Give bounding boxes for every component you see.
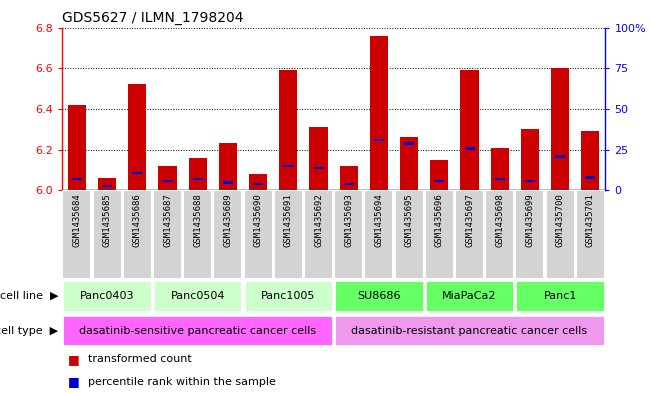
Bar	[132, 171, 143, 174]
Text: percentile rank within the sample: percentile rank within the sample	[88, 377, 276, 387]
Bar	[551, 68, 569, 190]
Bar	[253, 183, 263, 185]
Text: GDS5627 / ILMN_1798204: GDS5627 / ILMN_1798204	[62, 11, 243, 25]
FancyBboxPatch shape	[274, 190, 303, 279]
FancyBboxPatch shape	[516, 190, 544, 279]
Bar	[340, 166, 358, 190]
Bar	[460, 70, 478, 190]
FancyBboxPatch shape	[62, 315, 333, 346]
Text: dasatinib-resistant pancreatic cancer cells: dasatinib-resistant pancreatic cancer ce…	[352, 325, 588, 336]
FancyBboxPatch shape	[546, 190, 575, 279]
Bar	[98, 178, 116, 190]
Bar	[158, 166, 176, 190]
FancyBboxPatch shape	[334, 190, 363, 279]
Text: GSM1435694: GSM1435694	[374, 194, 383, 248]
Text: transformed count: transformed count	[88, 354, 191, 364]
Bar	[189, 158, 207, 190]
Bar	[404, 142, 414, 145]
Bar	[193, 178, 202, 180]
Bar	[163, 180, 173, 182]
FancyBboxPatch shape	[576, 190, 605, 279]
Bar	[555, 155, 565, 158]
Bar	[400, 137, 418, 190]
Text: GSM1435697: GSM1435697	[465, 194, 474, 248]
Bar	[314, 167, 324, 169]
Text: SU8686: SU8686	[357, 291, 400, 301]
Text: MiaPaCa2: MiaPaCa2	[442, 291, 497, 301]
Bar	[521, 129, 539, 190]
Text: GSM1435692: GSM1435692	[314, 194, 323, 248]
Bar	[430, 160, 449, 190]
Bar	[344, 183, 353, 185]
Bar	[585, 176, 595, 179]
FancyBboxPatch shape	[214, 190, 242, 279]
Text: GSM1435699: GSM1435699	[525, 194, 534, 248]
Bar	[72, 178, 82, 180]
FancyBboxPatch shape	[516, 280, 605, 312]
Bar	[283, 165, 294, 167]
FancyBboxPatch shape	[334, 315, 605, 346]
FancyBboxPatch shape	[425, 280, 514, 312]
Text: GSM1435691: GSM1435691	[284, 194, 293, 248]
Text: GSM1435695: GSM1435695	[405, 194, 413, 248]
Text: GSM1435696: GSM1435696	[435, 194, 444, 248]
FancyBboxPatch shape	[153, 280, 242, 312]
Text: GSM1435690: GSM1435690	[254, 194, 262, 248]
Text: Panc1005: Panc1005	[261, 291, 316, 301]
Bar	[223, 181, 233, 184]
Text: ■: ■	[68, 375, 80, 388]
Text: GSM1435693: GSM1435693	[344, 194, 353, 248]
FancyBboxPatch shape	[395, 190, 424, 279]
Text: GSM1435686: GSM1435686	[133, 194, 142, 248]
Text: GSM1435701: GSM1435701	[586, 194, 595, 248]
FancyBboxPatch shape	[485, 190, 514, 279]
Text: GSM1435698: GSM1435698	[495, 194, 505, 248]
Bar	[495, 178, 505, 180]
Bar	[102, 185, 112, 187]
Text: GSM1435688: GSM1435688	[193, 194, 202, 248]
FancyBboxPatch shape	[243, 280, 333, 312]
FancyBboxPatch shape	[92, 190, 122, 279]
Bar	[128, 84, 146, 190]
FancyBboxPatch shape	[425, 190, 454, 279]
FancyBboxPatch shape	[365, 190, 393, 279]
Text: GSM1435685: GSM1435685	[103, 194, 111, 248]
Text: Panc1: Panc1	[544, 291, 577, 301]
Text: cell line  ▶: cell line ▶	[0, 291, 59, 301]
FancyBboxPatch shape	[243, 190, 273, 279]
FancyBboxPatch shape	[304, 190, 333, 279]
Bar	[309, 127, 327, 190]
Text: GSM1435689: GSM1435689	[223, 194, 232, 248]
Bar	[491, 147, 509, 190]
FancyBboxPatch shape	[123, 190, 152, 279]
Text: cell type  ▶: cell type ▶	[0, 325, 59, 336]
FancyBboxPatch shape	[153, 190, 182, 279]
Bar	[279, 70, 298, 190]
Bar	[219, 143, 237, 190]
FancyBboxPatch shape	[183, 190, 212, 279]
Text: GSM1435700: GSM1435700	[556, 194, 564, 248]
Bar	[434, 180, 445, 182]
Text: ■: ■	[68, 353, 80, 365]
Text: dasatinib-sensitive pancreatic cancer cells: dasatinib-sensitive pancreatic cancer ce…	[79, 325, 316, 336]
FancyBboxPatch shape	[334, 280, 424, 312]
Text: Panc0504: Panc0504	[171, 291, 225, 301]
Bar	[374, 139, 384, 141]
Text: Panc0403: Panc0403	[80, 291, 134, 301]
Bar	[525, 180, 535, 182]
Bar	[249, 174, 267, 190]
Bar	[68, 105, 86, 190]
Bar	[370, 36, 388, 190]
FancyBboxPatch shape	[455, 190, 484, 279]
Bar	[465, 147, 475, 150]
FancyBboxPatch shape	[62, 280, 152, 312]
Text: GSM1435684: GSM1435684	[72, 194, 81, 248]
Text: GSM1435687: GSM1435687	[163, 194, 172, 248]
Bar	[581, 131, 600, 190]
FancyBboxPatch shape	[62, 190, 91, 279]
